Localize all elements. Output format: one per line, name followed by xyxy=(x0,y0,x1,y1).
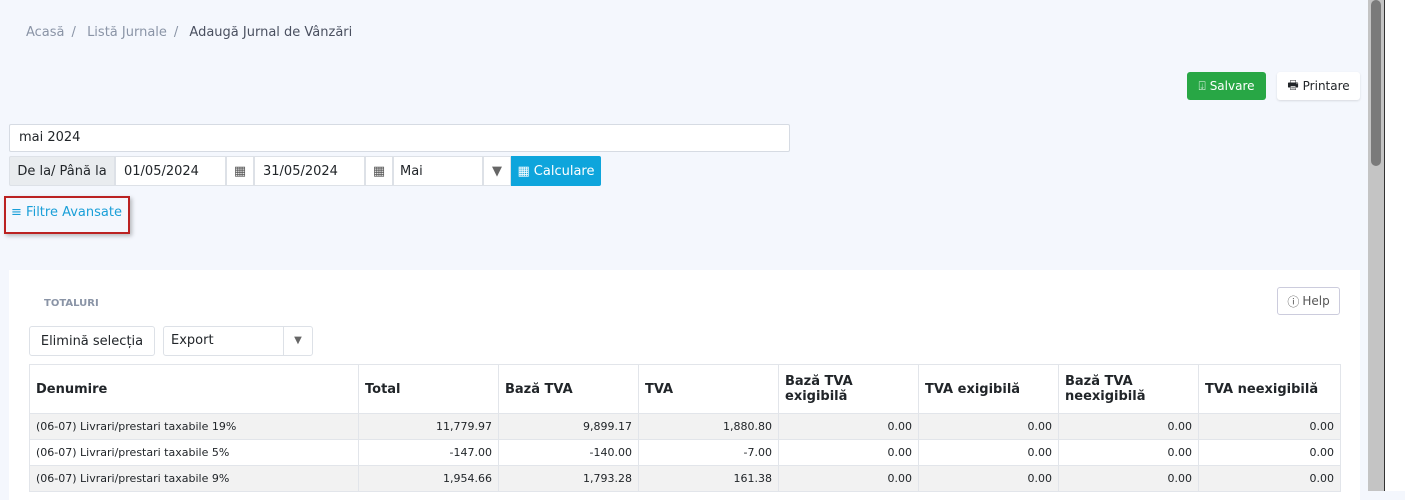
table-cell: -147.00 xyxy=(358,439,499,466)
totals-panel: TOTALURI ⓘ Help Elimină selecția Export ▼ … xyxy=(9,270,1360,500)
column-header[interactable]: Denumire xyxy=(29,364,359,414)
help-label: Help xyxy=(1302,294,1330,308)
table-cell: 0.00 xyxy=(1058,413,1199,440)
question-icon: ⓘ xyxy=(1287,294,1300,309)
save-label: Salvare xyxy=(1209,79,1255,93)
export-label: Export xyxy=(164,327,284,355)
column-header[interactable]: Bază TVA xyxy=(498,364,639,414)
date-to-input[interactable]: 31/05/2024 xyxy=(254,156,365,186)
advanced-filters-label: Filtre Avansate xyxy=(26,205,122,220)
table-cell: 0.00 xyxy=(918,413,1059,440)
advanced-filters-link[interactable]: ≡ Filtre Avansate xyxy=(4,196,130,234)
table-cell: 0.00 xyxy=(1058,439,1199,466)
column-header[interactable]: TVA exigibilă xyxy=(918,364,1059,414)
journal-name-input[interactable]: mai 2024 xyxy=(9,124,790,152)
table-cell: 0.00 xyxy=(778,439,919,466)
table-cell: 11,779.97 xyxy=(358,413,499,440)
print-label: Printare xyxy=(1302,79,1350,93)
table-row[interactable]: (06-07) Livrari/prestari taxabile 5% -147… xyxy=(29,439,1341,466)
column-header[interactable]: Bază TVA neexigibilă xyxy=(1058,364,1199,414)
calculator-icon: ▦ xyxy=(517,163,530,179)
range-label: De la/ Până la xyxy=(9,156,115,186)
table-cell: 0.00 xyxy=(1198,439,1341,466)
table-cell: (06-07) Livrari/prestari taxabile 5% xyxy=(29,439,359,466)
table-cell: 0.00 xyxy=(778,413,919,440)
panel-title: TOTALURI xyxy=(44,298,99,309)
table-cell: 0.00 xyxy=(1058,465,1199,492)
save-icon: ⍗ xyxy=(1198,78,1206,93)
window-edge xyxy=(1384,0,1405,491)
table-cell: 1,793.28 xyxy=(498,465,639,492)
table-cell: -140.00 xyxy=(498,439,639,466)
table-cell: 1,954.66 xyxy=(358,465,499,492)
chevron-down-icon: ▼ xyxy=(294,335,302,346)
table-cell: 161.38 xyxy=(638,465,779,492)
table-cell: 9,899.17 xyxy=(498,413,639,440)
filter-icon: ≡ xyxy=(11,205,22,220)
help-button[interactable]: ⓘ Help xyxy=(1277,287,1340,315)
date-range-group: De la/ Până la 01/05/2024 ▦ 31/05/2024 ▦… xyxy=(9,156,601,186)
table-cell: 0.00 xyxy=(1198,465,1341,492)
breadcrumb: Acasă / Listă Jurnale / Adaugă Jurnal de V… xyxy=(26,25,353,40)
scrollbar[interactable] xyxy=(1368,0,1384,491)
calculate-button[interactable]: ▦ Calculare xyxy=(511,156,601,186)
table-cell: 1,880.80 xyxy=(638,413,779,440)
table-cell: (06-07) Livrari/prestari taxabile 9% xyxy=(29,465,359,492)
date-from-input[interactable]: 01/05/2024 xyxy=(115,156,226,186)
column-header[interactable]: Total xyxy=(358,364,499,414)
export-select[interactable]: Export ▼ xyxy=(163,326,313,356)
totals-table: Denumire Total Bază TVA TVA Bază TVA exigibi… xyxy=(29,364,1341,492)
save-button[interactable]: ⍗ Salvare xyxy=(1187,72,1266,100)
table-cell: 0.00 xyxy=(918,439,1059,466)
breadcrumb-home[interactable]: Acasă xyxy=(26,25,65,40)
table-cell: 0.00 xyxy=(778,465,919,492)
breadcrumb-current: Adaugă Jurnal de Vânzări xyxy=(189,25,353,40)
table-cell: (06-07) Livrari/prestari taxabile 19% xyxy=(29,413,359,440)
scrollbar-thumb[interactable] xyxy=(1371,0,1381,166)
calendar-icon[interactable]: ▦ xyxy=(365,156,393,186)
table-header-row: Denumire Total Bază TVA TVA Bază TVA exigibi… xyxy=(29,364,1341,414)
column-header[interactable]: Bază TVA exigibilă xyxy=(778,364,919,414)
table-row[interactable]: (06-07) Livrari/prestari taxabile 19% 11,… xyxy=(29,413,1341,440)
table-cell: -7.00 xyxy=(638,439,779,466)
chevron-down-icon[interactable]: ▼ xyxy=(483,156,511,186)
column-header[interactable]: TVA neexigibilă xyxy=(1198,364,1341,414)
table-cell: 0.00 xyxy=(918,465,1059,492)
table-cell: 0.00 xyxy=(1198,413,1341,440)
table-row[interactable]: (06-07) Livrari/prestari taxabile 9% 1,95… xyxy=(29,465,1341,492)
calculate-label: Calculare xyxy=(533,163,595,179)
clear-selection-button[interactable]: Elimină selecția xyxy=(29,326,155,356)
printer-icon: 🖶 xyxy=(1287,77,1299,92)
column-header[interactable]: TVA xyxy=(638,364,779,414)
month-select[interactable]: Mai xyxy=(393,156,483,186)
breadcrumb-journals[interactable]: Listă Jurnale xyxy=(87,25,167,40)
print-button[interactable]: 🖶 Printare xyxy=(1277,72,1360,100)
calendar-icon[interactable]: ▦ xyxy=(226,156,254,186)
